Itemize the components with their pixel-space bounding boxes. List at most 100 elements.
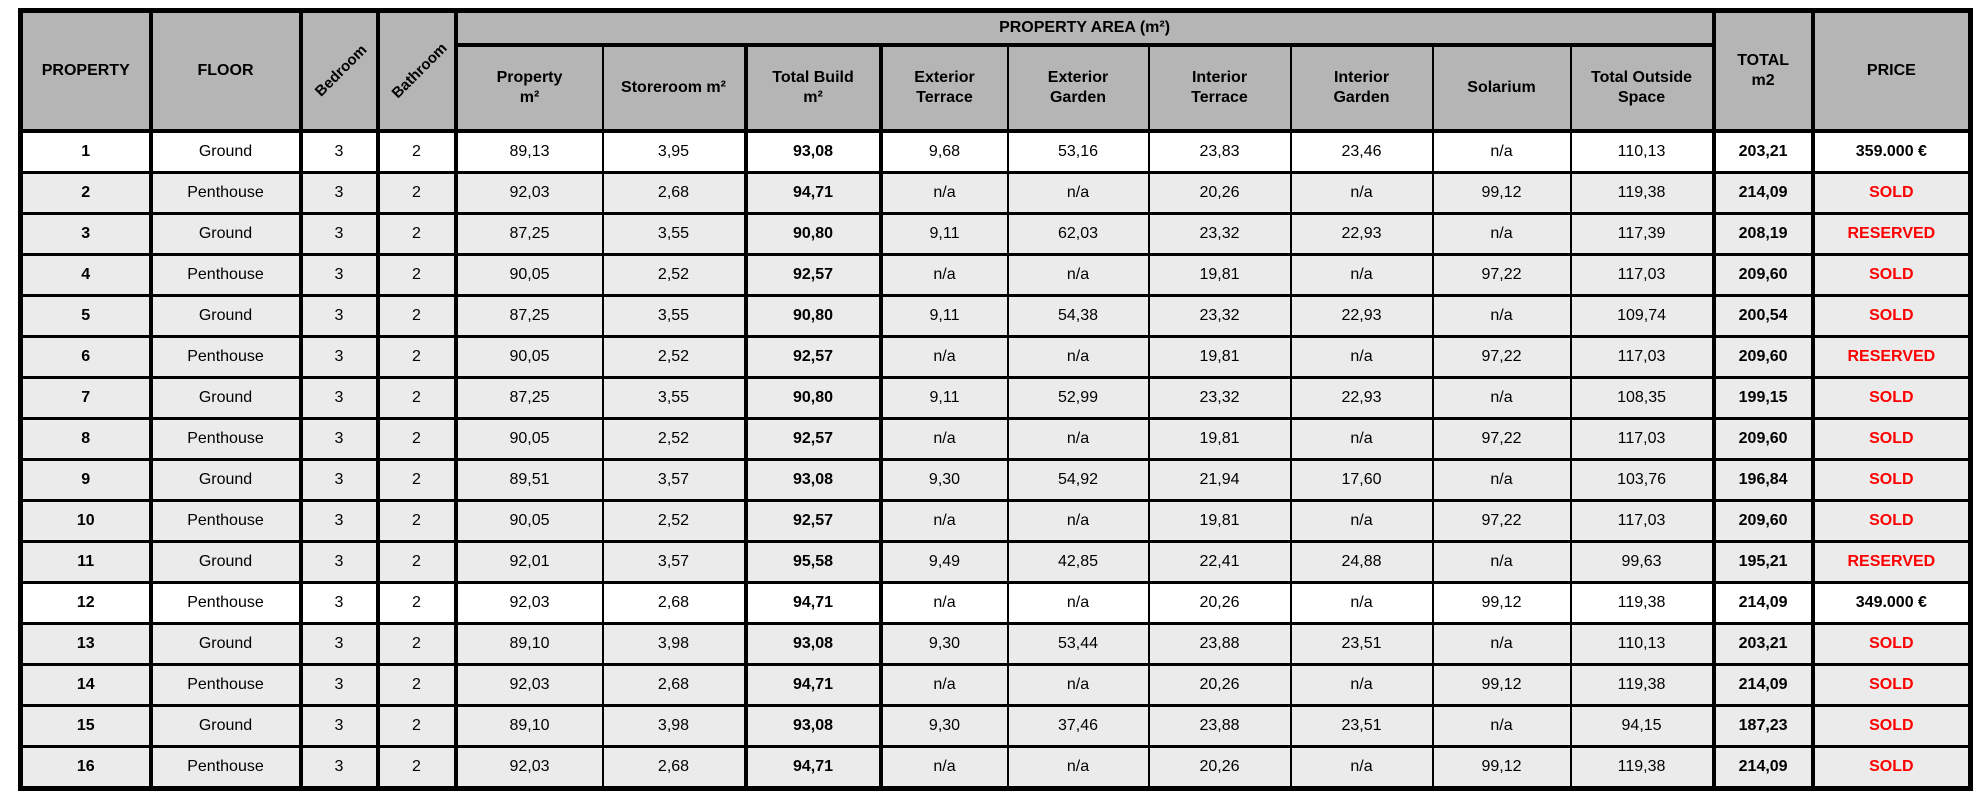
cell-exterior-garden: 62,03 <box>1006 212 1150 256</box>
cell-total-m2: 187,23 <box>1711 704 1814 748</box>
cell-total-outside-space: 119,38 <box>1569 171 1715 215</box>
cell-interior-terrace: 20,26 <box>1147 171 1292 215</box>
cell-storeroom-m2: 2,68 <box>601 663 747 707</box>
cell-price: RESERVED <box>1810 335 1972 379</box>
cell-total-outside-space: 117,03 <box>1569 335 1715 379</box>
cell-floor: Penthouse <box>148 499 302 543</box>
cell-property-m2: 89,10 <box>453 704 604 748</box>
cell-exterior-garden: n/a <box>1006 663 1150 707</box>
cell-total-build-m2: 94,71 <box>743 581 882 625</box>
cell-storeroom-m2: 2,68 <box>601 745 747 790</box>
cell-price: SOLD <box>1810 294 1972 338</box>
cell-exterior-garden: 54,38 <box>1006 294 1150 338</box>
cell-interior-garden: 23,46 <box>1289 129 1434 174</box>
cell-solarium: n/a <box>1431 458 1572 502</box>
cell-storeroom-m2: 2,68 <box>601 581 747 625</box>
cell-solarium: 99,12 <box>1431 745 1572 790</box>
cell-total-outside-space: 108,35 <box>1569 376 1715 420</box>
cell-total-outside-space: 110,13 <box>1569 129 1715 174</box>
cell-price: SOLD <box>1810 417 1972 461</box>
cell-solarium: 99,12 <box>1431 663 1572 707</box>
cell-total-build-m2: 92,57 <box>743 499 882 543</box>
col-header-exterior-terrace: Exterior Terrace <box>878 43 1009 133</box>
property-price-table: PROPERTY FLOOR Bedroom Bathroom PROPERTY… <box>18 8 1974 791</box>
cell-bedroom: 3 <box>298 704 379 748</box>
table-row-property-14: 14 Penthouse 3 2 92,03 2,68 94,71 n/a n/a 20,26 n/… <box>19 663 1972 707</box>
table-row-property-11: 11 Ground 3 2 92,01 3,57 95,58 9,49 42,85 22,41 24… <box>19 540 1972 584</box>
col-header-bathroom: Bathroom <box>375 9 457 133</box>
cell-total-outside-space: 119,38 <box>1569 663 1715 707</box>
cell-exterior-garden: n/a <box>1006 171 1150 215</box>
table-row-property-3: 3 Ground 3 2 87,25 3,55 90,80 9,11 62,03 23,32 22,… <box>19 212 1972 256</box>
cell-exterior-garden: n/a <box>1006 253 1150 297</box>
cell-property: 9 <box>19 458 152 502</box>
cell-floor: Ground <box>148 129 302 174</box>
cell-floor: Ground <box>148 212 302 256</box>
cell-interior-terrace: 19,81 <box>1147 253 1292 297</box>
cell-price: RESERVED <box>1810 540 1972 584</box>
cell-total-build-m2: 94,71 <box>743 663 882 707</box>
cell-solarium: n/a <box>1431 704 1572 748</box>
cell-price: SOLD <box>1810 663 1972 707</box>
cell-solarium: 99,12 <box>1431 581 1572 625</box>
cell-price: SOLD <box>1810 745 1972 790</box>
cell-property-m2: 89,51 <box>453 458 604 502</box>
table-row-property-10: 10 Penthouse 3 2 90,05 2,52 92,57 n/a n/a 19,81 n/… <box>19 499 1972 543</box>
cell-total-m2: 203,21 <box>1711 622 1814 666</box>
cell-property-m2: 89,10 <box>453 622 604 666</box>
cell-storeroom-m2: 3,55 <box>601 376 747 420</box>
cell-property-m2: 90,05 <box>453 417 604 461</box>
cell-interior-garden: n/a <box>1289 499 1434 543</box>
cell-interior-garden: n/a <box>1289 171 1434 215</box>
cell-bedroom: 3 <box>298 458 379 502</box>
table-row-property-1: 1 Ground 3 2 89,13 3,95 93,08 9,68 53,16 23,83 23,… <box>19 129 1972 174</box>
cell-exterior-terrace: n/a <box>878 663 1009 707</box>
cell-property-m2: 92,03 <box>453 171 604 215</box>
cell-property: 7 <box>19 376 152 420</box>
cell-solarium: n/a <box>1431 129 1572 174</box>
cell-interior-garden: n/a <box>1289 745 1434 790</box>
cell-bedroom: 3 <box>298 417 379 461</box>
cell-interior-terrace: 21,94 <box>1147 458 1292 502</box>
cell-bedroom: 3 <box>298 622 379 666</box>
cell-exterior-terrace: 9,30 <box>878 622 1009 666</box>
cell-total-m2: 209,60 <box>1711 499 1814 543</box>
cell-property-m2: 92,01 <box>453 540 604 584</box>
table-row-property-12: 12 Penthouse 3 2 92,03 2,68 94,71 n/a n/a 20,26 n/… <box>19 581 1972 625</box>
cell-bathroom: 2 <box>375 622 457 666</box>
cell-floor: Ground <box>148 294 302 338</box>
cell-floor: Penthouse <box>148 171 302 215</box>
cell-price: 359.000 € <box>1810 129 1972 174</box>
cell-interior-terrace: 23,83 <box>1147 129 1292 174</box>
cell-storeroom-m2: 2,52 <box>601 499 747 543</box>
cell-property: 4 <box>19 253 152 297</box>
cell-solarium: 99,12 <box>1431 171 1572 215</box>
cell-floor: Ground <box>148 540 302 584</box>
header-group-row: PROPERTY FLOOR Bedroom Bathroom PROPERTY… <box>19 9 1972 133</box>
cell-total-build-m2: 93,08 <box>743 704 882 748</box>
table-row-property-13: 13 Ground 3 2 89,10 3,98 93,08 9,30 53,44 23,88 23… <box>19 622 1972 666</box>
cell-storeroom-m2: 3,98 <box>601 704 747 748</box>
col-header-exterior-garden: Exterior Garden <box>1006 43 1150 133</box>
cell-interior-garden: n/a <box>1289 581 1434 625</box>
cell-interior-garden: n/a <box>1289 253 1434 297</box>
cell-bathroom: 2 <box>375 253 457 297</box>
cell-exterior-terrace: n/a <box>878 745 1009 790</box>
table-row-property-15: 15 Ground 3 2 89,10 3,98 93,08 9,30 37,46 23,88 23… <box>19 704 1972 748</box>
cell-bathroom: 2 <box>375 212 457 256</box>
cell-total-m2: 203,21 <box>1711 129 1814 174</box>
cell-exterior-terrace: 9,30 <box>878 458 1009 502</box>
table-row-property-8: 8 Penthouse 3 2 90,05 2,52 92,57 n/a n/a 19,81 n/a… <box>19 417 1972 461</box>
col-header-total-m2: TOTAL m2 <box>1711 9 1814 133</box>
cell-exterior-garden: 53,16 <box>1006 129 1150 174</box>
cell-interior-garden: 22,93 <box>1289 294 1434 338</box>
col-header-floor: FLOOR <box>148 9 302 133</box>
cell-price: SOLD <box>1810 253 1972 297</box>
cell-interior-garden: 23,51 <box>1289 704 1434 748</box>
cell-property-m2: 92,03 <box>453 663 604 707</box>
cell-interior-garden: 22,93 <box>1289 212 1434 256</box>
cell-interior-garden: 17,60 <box>1289 458 1434 502</box>
cell-property-m2: 92,03 <box>453 745 604 790</box>
col-header-storeroom-m2: Storeroom m² <box>601 43 747 133</box>
cell-bedroom: 3 <box>298 129 379 174</box>
